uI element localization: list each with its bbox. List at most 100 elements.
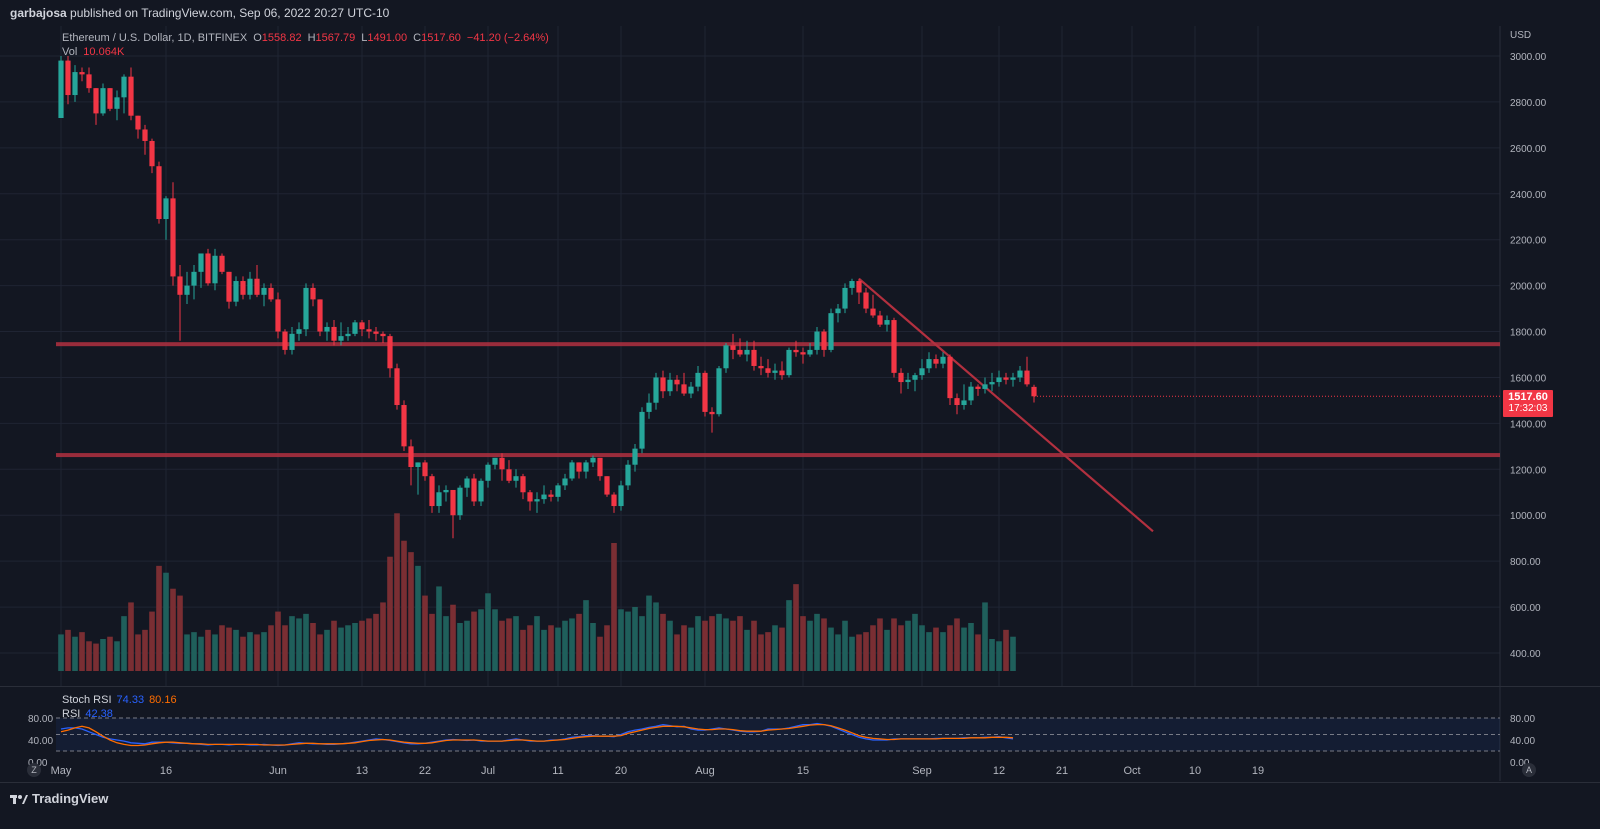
price-axis-label: 1600.00 xyxy=(1510,373,1547,384)
candle-body xyxy=(681,384,687,394)
low-label: L xyxy=(361,32,368,44)
volume-bar xyxy=(156,565,162,671)
volume-bar xyxy=(716,613,722,671)
candle-body xyxy=(464,478,470,488)
volume-bar xyxy=(513,616,519,671)
candle-body xyxy=(1017,370,1023,378)
candle-body xyxy=(135,115,141,130)
time-axis-label: Oct xyxy=(1123,765,1140,777)
volume-bar xyxy=(324,629,330,671)
volume-bar xyxy=(772,625,778,671)
candle-body xyxy=(429,476,435,507)
volume-bar xyxy=(436,586,442,671)
candle-body xyxy=(982,384,988,389)
osc-left-axis-label: 40.00 xyxy=(28,736,53,747)
stoch-rsi-label[interactable]: Stoch RSI xyxy=(62,694,112,706)
candle-body xyxy=(653,377,659,403)
candle-body xyxy=(205,253,211,284)
zoom-reset-button[interactable]: Z xyxy=(27,763,41,777)
volume-bar xyxy=(821,618,827,671)
volume-bar xyxy=(905,620,911,671)
volume-bar xyxy=(744,629,750,671)
volume-bar xyxy=(240,636,246,671)
candle-body xyxy=(324,326,330,332)
candle-body xyxy=(667,379,673,392)
candle-body xyxy=(478,480,484,502)
volume-bar xyxy=(646,595,652,671)
candle-body xyxy=(954,398,960,406)
candle-body xyxy=(674,379,680,385)
price-chart[interactable]: 3000.00 2800.00 2600.00 2400.00 2200.00 2000.… xyxy=(0,26,1600,686)
volume-bar xyxy=(219,625,225,671)
time-axis-label: 13 xyxy=(356,765,368,777)
auto-scale-button[interactable]: A xyxy=(1522,763,1536,777)
volume-bar xyxy=(457,623,463,671)
candle-body xyxy=(422,462,428,477)
volume-value: 10.064K xyxy=(83,46,125,58)
candle-body xyxy=(828,313,834,350)
candle-body xyxy=(940,356,946,364)
candle-body xyxy=(926,359,932,369)
tradingview-brand[interactable]: TradingView xyxy=(10,791,108,806)
volume-bar xyxy=(912,613,918,671)
candle-body xyxy=(919,368,925,376)
time-axis-label: Aug xyxy=(695,765,715,777)
volume-bar xyxy=(576,613,582,671)
volume-bar xyxy=(709,616,715,671)
candle-body xyxy=(695,372,701,387)
price-axis-label: 2000.00 xyxy=(1510,282,1547,293)
candle-body xyxy=(660,377,666,392)
volume-bar xyxy=(737,616,743,671)
volume-bar xyxy=(590,623,596,671)
publisher-name: garbajosa xyxy=(10,6,67,20)
price-axis-label: 1400.00 xyxy=(1510,419,1547,430)
candle-body xyxy=(604,476,610,495)
volume-bar xyxy=(408,552,414,671)
price-axis-label: 3000.00 xyxy=(1510,52,1547,63)
candle-body xyxy=(975,386,981,389)
candle-body xyxy=(849,281,855,288)
candle-body xyxy=(254,278,260,295)
candle-body xyxy=(611,494,617,507)
candle-body xyxy=(184,285,190,295)
volume-bar xyxy=(198,636,204,671)
stoch-k-value: 74.33 xyxy=(116,694,145,706)
volume-bar xyxy=(506,618,512,671)
candle-body xyxy=(65,60,71,96)
bar-countdown: 17:32:03 xyxy=(1508,403,1548,414)
candle-body xyxy=(807,349,813,355)
symbol-label[interactable]: Ethereum / U.S. Dollar, 1D, BITFINEX xyxy=(62,32,248,44)
volume-bar xyxy=(429,613,435,671)
candle-body xyxy=(366,329,372,332)
volume-bar xyxy=(352,623,358,671)
candle-body xyxy=(219,255,225,272)
volume-bar xyxy=(366,618,372,671)
rsi-label[interactable]: RSI xyxy=(62,708,81,720)
volume-label[interactable]: Vol xyxy=(62,46,78,58)
volume-bar xyxy=(177,595,183,671)
candle-body xyxy=(268,287,274,300)
volume-bar xyxy=(849,636,855,671)
volume-bar xyxy=(996,641,1002,671)
volume-bar xyxy=(793,584,799,671)
stoch-d-value: 80.16 xyxy=(149,694,177,706)
candle-body xyxy=(163,198,169,220)
main-legend: Ethereum / U.S. Dollar, 1D, BITFINEX O15… xyxy=(62,31,549,59)
candle-body xyxy=(352,322,358,334)
volume-bar xyxy=(268,625,274,671)
volume-bar xyxy=(226,627,232,671)
price-axis-label: 2400.00 xyxy=(1510,190,1547,201)
change-value: −41.20 (−2.64%) xyxy=(466,32,549,44)
candle-body xyxy=(212,255,218,284)
time-axis[interactable]: May 16 Jun 13 22 Jul 11 20 Aug 15 Sep 12 21 Oct 10 19 xyxy=(0,762,1600,782)
price-axis-label: 400.00 xyxy=(1510,649,1541,660)
publisher-line: garbajosa published on TradingView.com, … xyxy=(10,6,389,20)
volume-bar xyxy=(373,613,379,671)
candle-body xyxy=(933,359,939,364)
volume-bar xyxy=(807,620,813,671)
candle-body xyxy=(114,97,120,109)
footer: TradingView xyxy=(0,782,1600,829)
candle-body xyxy=(793,349,799,353)
candle-body xyxy=(408,446,414,468)
